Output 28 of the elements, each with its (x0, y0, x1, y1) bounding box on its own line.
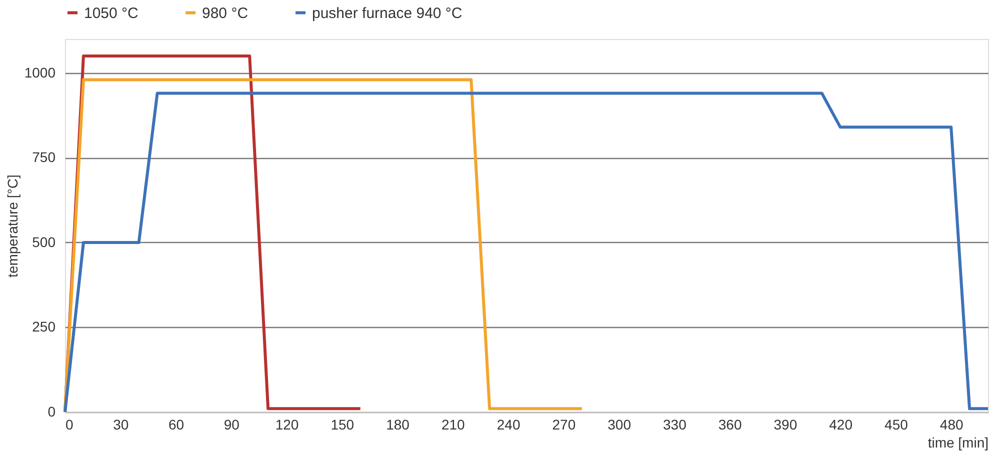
y-tick-label: 250 (32, 318, 56, 335)
y-tick-label: 750 (32, 149, 56, 166)
x-tick-label: 330 (663, 416, 687, 432)
x-tick-label: 300 (608, 416, 632, 432)
legend-label: pusher furnace 940 °C (312, 4, 462, 22)
x-tick-label: 360 (718, 416, 742, 432)
y-tick-label: 1000 (24, 64, 56, 80)
x-tick-label: 240 (496, 416, 520, 432)
x-tick-label: 120 (275, 416, 299, 432)
y-tick-label: 500 (32, 234, 56, 250)
x-tick-label: 210 (441, 416, 466, 432)
x-tick-label: 270 (552, 416, 576, 432)
x-tick-label: 390 (774, 416, 798, 432)
x-tick-label: 480 (940, 416, 964, 432)
x-tick-label: 0 (66, 416, 74, 432)
x-tick-label: 150 (330, 416, 354, 432)
legend-label: 1050 °C (84, 4, 139, 22)
x-tick-label: 180 (386, 416, 410, 432)
x-axis-title: time [min] (928, 434, 988, 450)
x-tick-label: 60 (168, 416, 184, 432)
x-tick-label: 450 (884, 416, 908, 432)
legend-label: 980 °C (202, 4, 248, 22)
line-series (64, 92, 990, 414)
x-tick-label: 90 (224, 416, 240, 432)
x-tick-label: 420 (829, 416, 853, 432)
y-axis-title: temperature [°C] (4, 174, 20, 278)
y-tick-label: 0 (48, 404, 56, 420)
x-tick-label: 30 (113, 416, 129, 432)
